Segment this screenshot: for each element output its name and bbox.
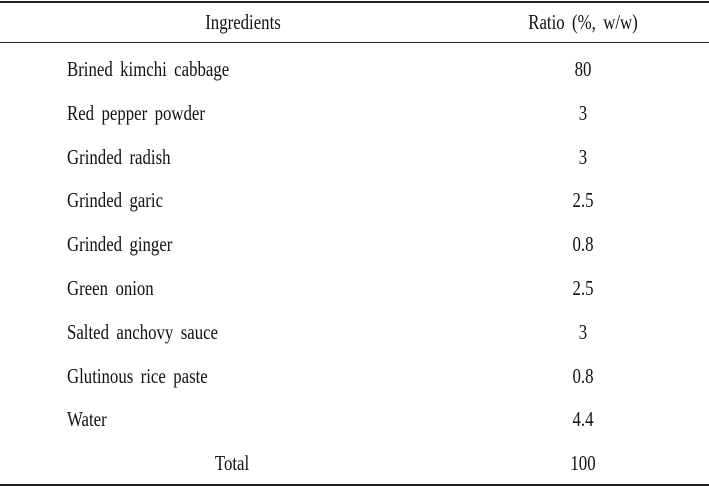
ingredient: Water — [67, 407, 107, 432]
ingredient: Green onion — [67, 276, 154, 300]
ratio: 3 — [578, 100, 588, 125]
ingredient: Brined kimchi cabbage — [67, 57, 230, 81]
header-rule — [0, 42, 709, 43]
header-cell: Ratio (%, w/w) — [528, 10, 638, 34]
ratio: 4.4 — [572, 407, 594, 432]
ingredient: Salted anchovy sauce — [67, 319, 219, 344]
header-cell: Ingredients — [205, 10, 281, 34]
ingredient: Red pepper powder — [67, 100, 205, 125]
ingredient: Grinded garic — [67, 188, 164, 213]
ratio: 2.5 — [572, 276, 594, 300]
ratio: 0.8 — [572, 232, 594, 257]
ingredient: Grinded ginger — [67, 232, 173, 257]
ratio: 80 — [574, 57, 592, 81]
total-label: Total — [214, 451, 250, 476]
total-value: 100 — [570, 451, 596, 476]
ingredient: Glutinous rice paste — [67, 363, 208, 388]
ratio: 2.5 — [572, 188, 594, 213]
bottom-rule — [0, 484, 709, 486]
ratio: 3 — [578, 144, 588, 169]
ratio: 3 — [578, 319, 588, 344]
top-rule — [0, 1, 709, 3]
ingredient: Grinded radish — [67, 144, 171, 169]
ratio: 0.8 — [572, 363, 594, 388]
